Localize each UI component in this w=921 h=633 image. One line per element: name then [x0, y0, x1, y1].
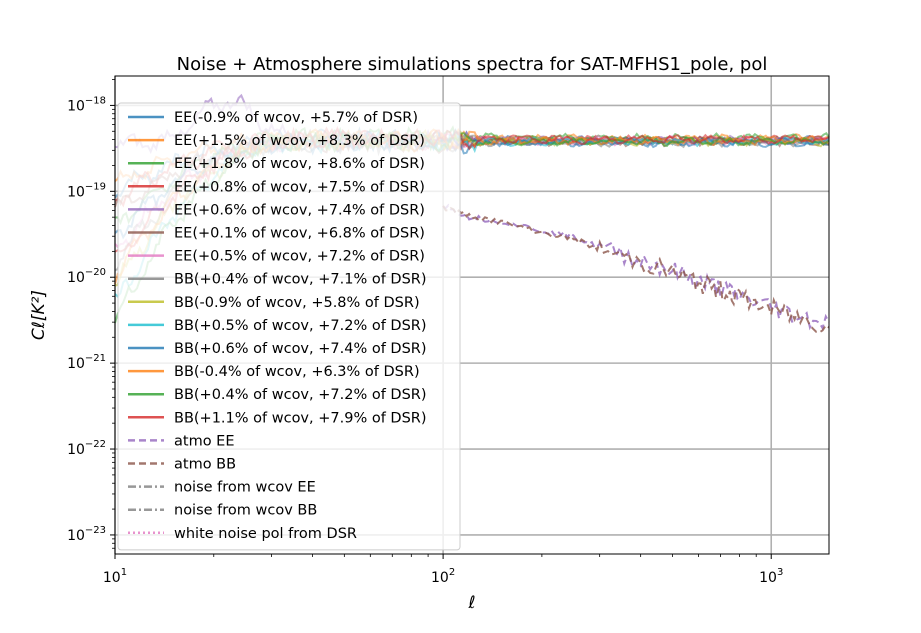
legend-label: EE(+0.6% of wcov, +7.4% of DSR) [174, 202, 425, 218]
legend-label: atmo EE [174, 433, 235, 449]
legend-label: white noise pol from DSR [174, 526, 357, 542]
legend-label: BB(+0.6% of wcov, +7.4% of DSR) [174, 341, 427, 357]
legend-label: EE(+0.5% of wcov, +7.2% of DSR) [174, 249, 425, 265]
legend-label: EE(-0.9% of wcov, +5.7% of DSR) [174, 110, 418, 126]
x-tick-label: 103 [759, 567, 783, 586]
y-axis-label: Cℓ[K²] [29, 290, 49, 340]
legend-label: EE(+1.8% of wcov, +8.6% of DSR) [174, 156, 425, 172]
chart-title: Noise + Atmosphere simulations spectra f… [177, 54, 768, 75]
series-line [442, 205, 830, 334]
legend-label: BB(+0.4% of wcov, +7.1% of DSR) [174, 272, 427, 288]
legend-label: atmo BB [174, 457, 236, 473]
legend-label: EE(+0.8% of wcov, +7.5% of DSR) [174, 179, 425, 195]
series-layer [114, 93, 830, 334]
y-tick-label: 10−22 [67, 439, 106, 458]
y-tick-label: 10−20 [67, 267, 106, 286]
y-tick-label: 10−19 [67, 181, 106, 200]
legend-label: BB(-0.4% of wcov, +6.3% of DSR) [174, 364, 420, 380]
x-tick-label: 101 [103, 567, 127, 586]
legend-label: EE(+0.1% of wcov, +6.8% of DSR) [174, 226, 425, 242]
series-line [442, 203, 830, 331]
y-tick-label: 10−18 [67, 95, 106, 114]
legend-label: BB(+1.1% of wcov, +7.9% of DSR) [174, 410, 427, 426]
legend-label: BB(-0.9% of wcov, +5.8% of DSR) [174, 295, 420, 311]
legend-label: noise from wcov BB [174, 503, 317, 519]
legend-label: EE(+1.5% of wcov, +8.3% of DSR) [174, 133, 425, 149]
plot-frame [114, 75, 830, 555]
axis-ticks: 10−23 10−22 10−21 10−20 10−19 10−18 101 102 103 [67, 79, 783, 586]
y-tick-label: 10−21 [67, 353, 106, 372]
x-axis-label: ℓ [467, 593, 475, 613]
legend-box [117, 102, 461, 551]
legend: EE(-0.9% of wcov, +5.7% of DSR) EE(+1.5% … [117, 102, 461, 551]
y-tick-label: 10−23 [67, 525, 106, 544]
legend-label: BB(+0.5% of wcov, +7.2% of DSR) [174, 318, 427, 334]
x-tick-label: 102 [431, 567, 455, 586]
legend-label: noise from wcov EE [174, 480, 316, 496]
legend-label: BB(+0.4% of wcov, +7.2% of DSR) [174, 387, 427, 403]
